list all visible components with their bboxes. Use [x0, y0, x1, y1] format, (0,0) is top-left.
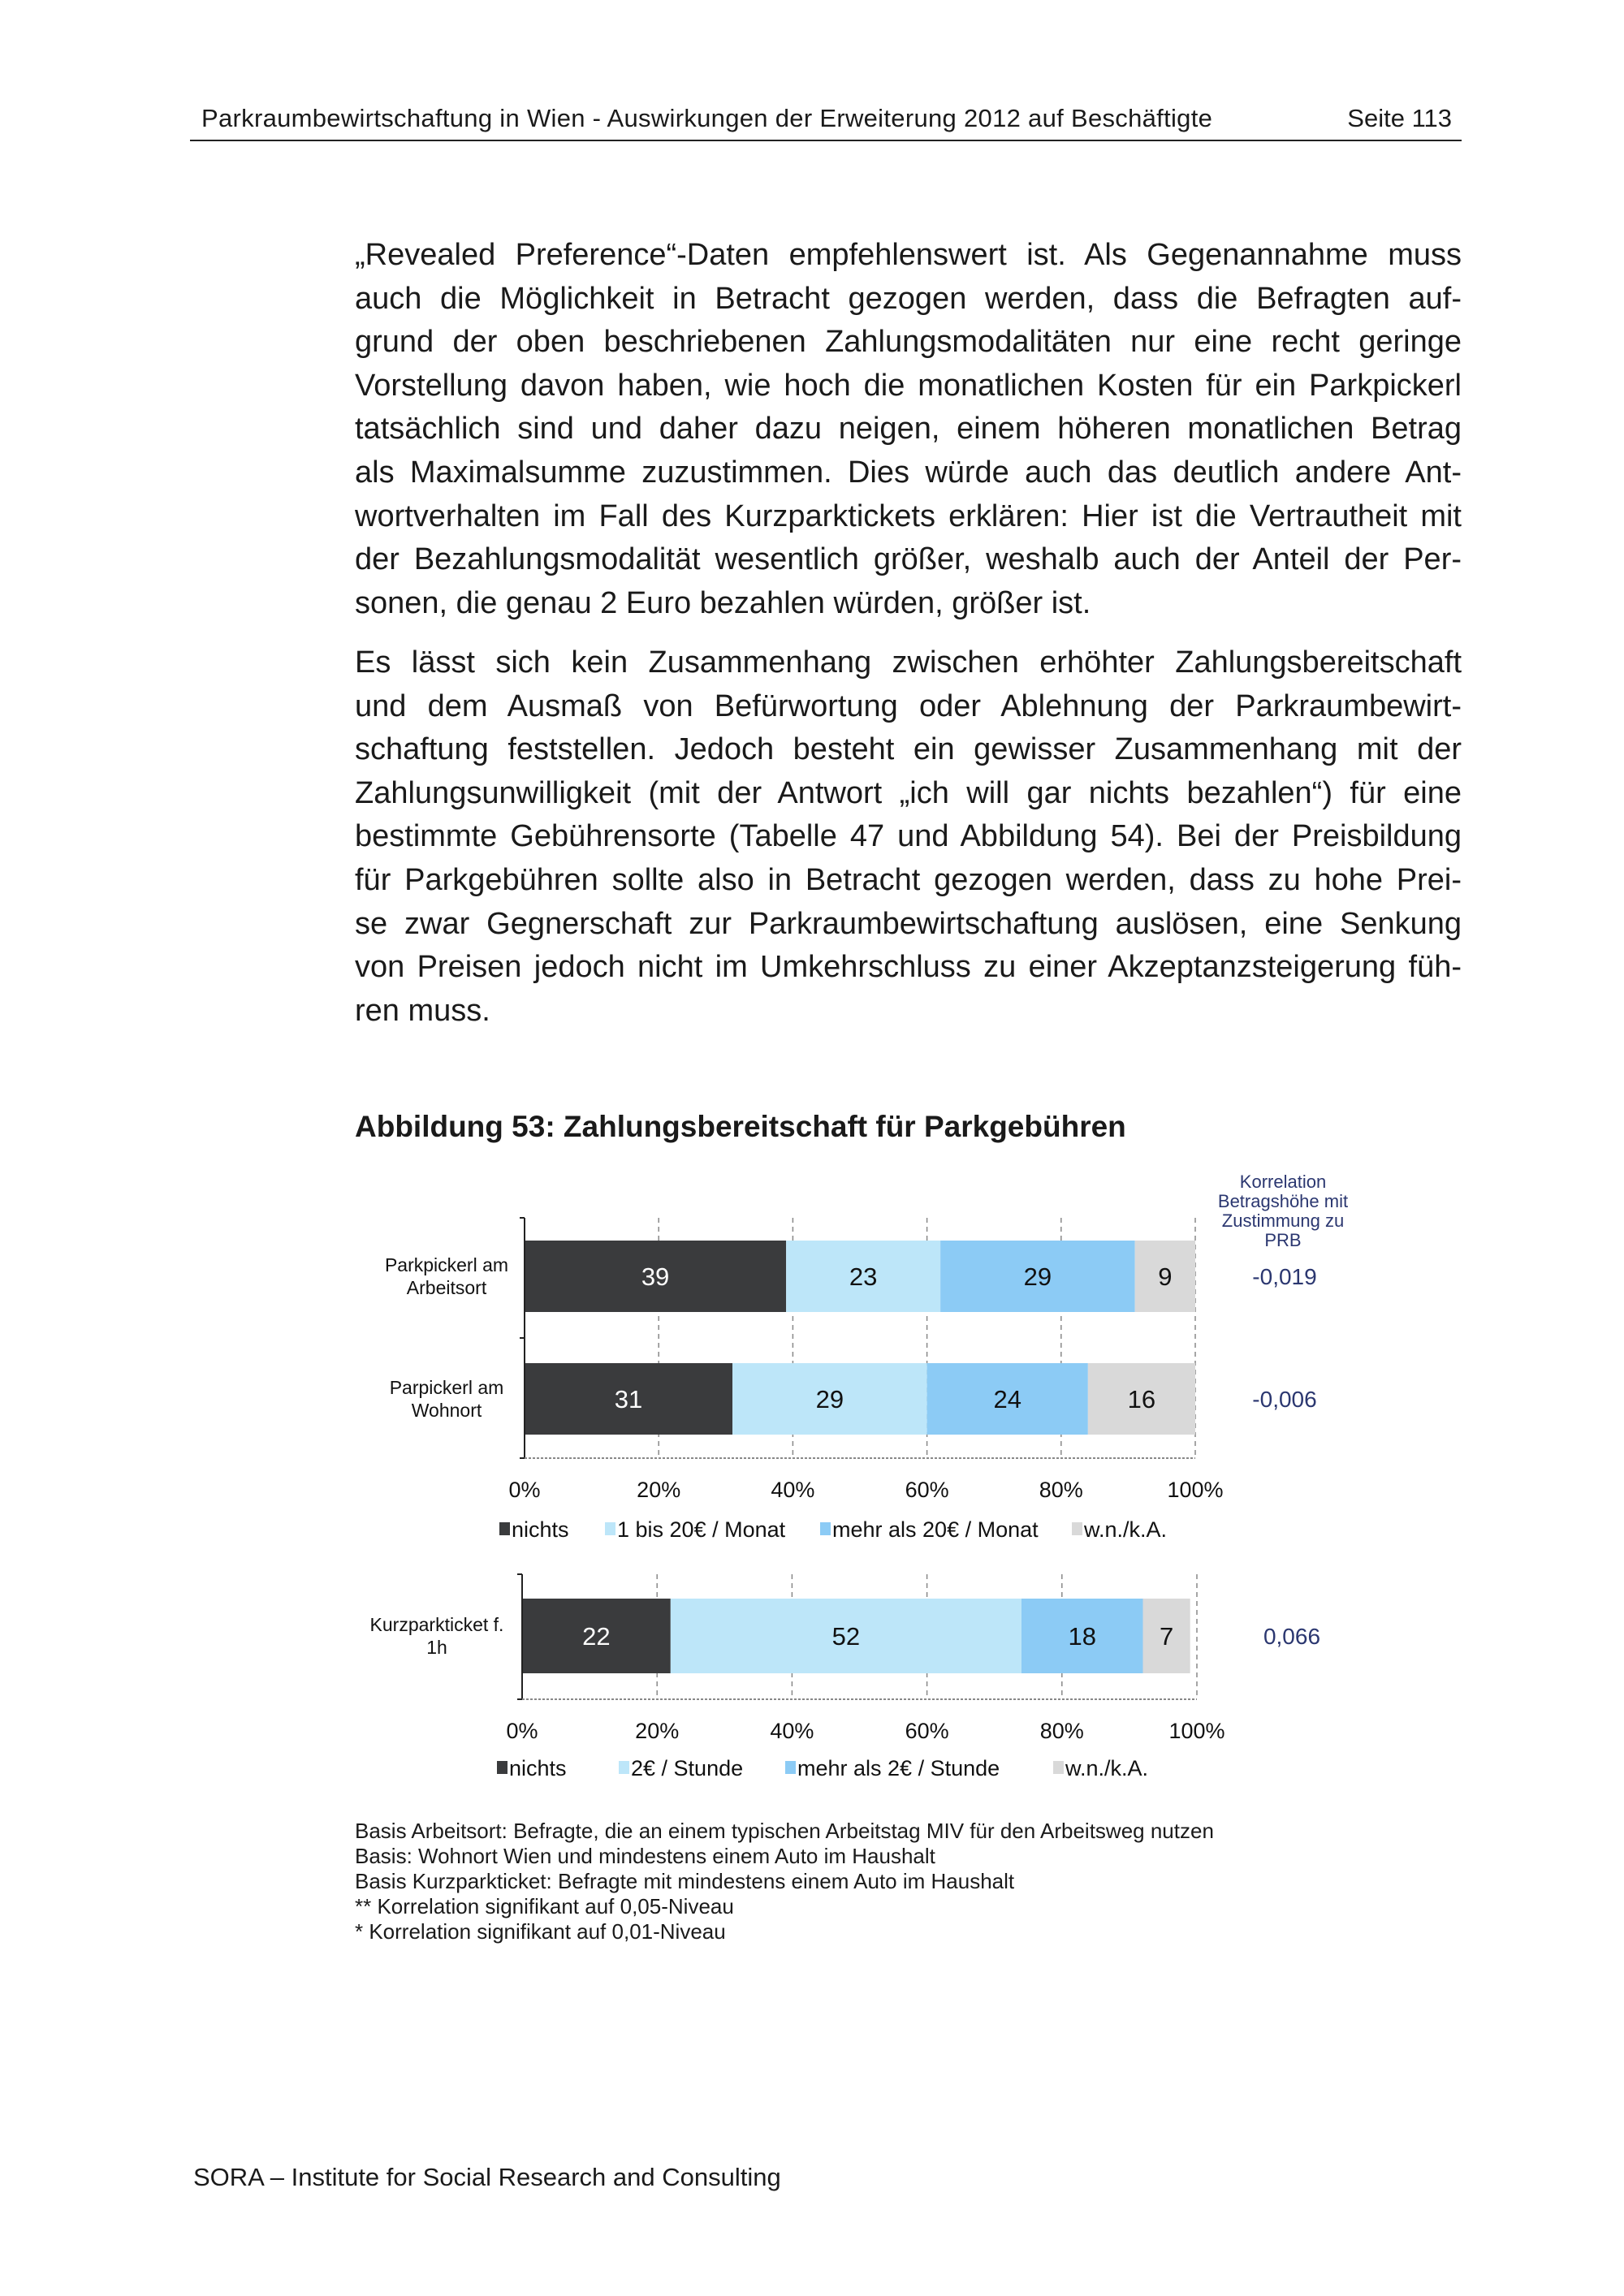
category-label: Parpickerl am: [390, 1377, 504, 1398]
text-line: für Parkgebühren sollte also in Betracht…: [355, 862, 1462, 897]
correlation-value: 0,066: [1263, 1624, 1320, 1649]
x-tick-label: 20%: [635, 1719, 679, 1743]
x-tick-label: 100%: [1167, 1478, 1223, 1502]
legend-label: mehr als 20€ / Monat: [832, 1517, 1039, 1542]
chart-monthly-payment: 0% 20% 40% 60% 80% 100% 39 23 29 9 Parkpickerl amA…: [385, 1217, 1317, 1542]
legend-label: nichts: [512, 1517, 569, 1542]
legend-swatch: [619, 1761, 629, 1774]
bar-segment: [786, 1241, 941, 1312]
legend-label: nichts: [509, 1756, 567, 1780]
data-label: 29: [816, 1385, 844, 1413]
category-label: Wohnort: [412, 1400, 482, 1421]
text-line: ren muss.: [355, 993, 490, 1028]
bar-segment: [670, 1599, 1021, 1673]
legend-label: w.n./k.A.: [1065, 1756, 1148, 1780]
x-tick-label: 80%: [1039, 1478, 1083, 1502]
note: * Korrelation signifikant auf 0,01-Nivea…: [355, 1919, 726, 1944]
bar-segment: [525, 1363, 733, 1435]
data-label: 9: [1158, 1262, 1172, 1291]
legend-label: mehr als 2€ / Stunde: [797, 1756, 1000, 1780]
text-line: se zwar Gegnerschaft zur Parkraumbewirts…: [355, 906, 1462, 941]
legend-label: w.n./k.A.: [1083, 1517, 1167, 1542]
data-label: 23: [849, 1262, 877, 1291]
data-label: 24: [993, 1385, 1021, 1413]
data-label: 16: [1128, 1385, 1155, 1413]
legend-label: 1 bis 20€ / Monat: [617, 1517, 786, 1542]
data-label: 52: [832, 1622, 860, 1651]
legend-swatch: [1072, 1522, 1082, 1535]
bar-segment: [926, 1363, 1088, 1435]
text-line: tatsächlich sind und daher dazu neigen, …: [355, 412, 1462, 447]
note: ** Korrelation signifikant auf 0,05-Nive…: [355, 1894, 734, 1918]
chart-short-parking: 0% 20% 40% 60% 80% 100% 22 52 18 7 Kurzparkticket …: [370, 1573, 1320, 1780]
x-tick-label: 0%: [506, 1719, 538, 1743]
x-tick-label: 60%: [905, 1719, 949, 1743]
x-tick-label: 40%: [771, 1478, 814, 1502]
text-line: Es lässt sich kein Zusammenhang zwischen…: [355, 645, 1462, 680]
running-header-title: Parkraumbewirtschaftung in Wien - Auswir…: [201, 104, 1213, 132]
category-label: 1h: [426, 1637, 447, 1658]
text-line: wortverhalten im Fall des Kurzparkticket…: [355, 498, 1462, 533]
text-line: von Preisen jedoch nicht im Umkehrschlus…: [355, 950, 1462, 985]
bar-segment: [940, 1241, 1135, 1312]
legend-label: 2€ / Stunde: [631, 1756, 743, 1780]
text-line: bestimmte Gebührensorte (Tabelle 47 und …: [355, 819, 1462, 854]
paragraph-2: Es lässt sich kein Zusammenhang zwischen…: [355, 641, 1462, 1033]
note: Basis Kurzparkticket: Befragte mit minde…: [355, 1869, 1015, 1893]
data-label: 7: [1160, 1622, 1173, 1651]
footer: SORA – Institute for Social Research and…: [193, 2163, 781, 2191]
text-line: und dem Ausmaß von Befürwortung oder Abl…: [355, 688, 1462, 723]
correlation-value: -0,006: [1252, 1387, 1316, 1412]
text-line: der Bezahlungsmodalität wesentlich größe…: [355, 542, 1462, 577]
note: Basis Arbeitsort: Befragte, die an einem…: [355, 1819, 1214, 1843]
note: Basis: Wohnort Wien und mindestens einem…: [355, 1844, 935, 1868]
page-number: Seite 113: [1347, 104, 1452, 132]
data-label: 18: [1068, 1622, 1095, 1651]
x-tick-label: 80%: [1040, 1719, 1084, 1743]
bar-segment: [522, 1599, 671, 1673]
data-label: 31: [615, 1385, 642, 1413]
paragraph-1: „Revealed Preference“-Daten empfehlenswe…: [355, 234, 1462, 625]
text-line: schaftung feststellen. Jedoch besteht ei…: [355, 732, 1462, 767]
x-tick-label: 0%: [508, 1478, 540, 1502]
legend-swatch: [785, 1761, 796, 1774]
text-line: auch die Möglichkeit in Betracht gezogen…: [355, 281, 1462, 316]
text-line: sonen, die genau 2 Euro bezahlen würden,…: [355, 585, 1091, 620]
legend-swatch: [499, 1522, 510, 1535]
category-label: Arbeitsort: [407, 1277, 487, 1298]
bar-segment: [1087, 1363, 1195, 1435]
legend-swatch: [605, 1522, 615, 1535]
text-line: Vorstellung davon haben, wie hoch die mo…: [355, 368, 1462, 403]
text-line: grund der oben beschriebenen Zahlungsmod…: [355, 325, 1462, 360]
x-tick-label: 20%: [637, 1478, 680, 1502]
correlation-value: -0,019: [1252, 1264, 1316, 1289]
figure-notes: Basis Arbeitsort: Befragte, die an einem…: [355, 1819, 1214, 1944]
bar-segment: [732, 1363, 927, 1435]
bar-segment: [525, 1241, 787, 1312]
header-divider: [190, 140, 1462, 141]
legend-swatch: [497, 1761, 508, 1774]
legend-swatch: [1053, 1761, 1064, 1774]
x-tick-label: 100%: [1168, 1719, 1224, 1743]
data-label: 29: [1024, 1262, 1052, 1291]
text-line: als Maximalsumme zuzustimmen. Dies würde…: [355, 455, 1462, 490]
correlation-header: Korrelation Betragshöhe mit Zustimmung z…: [1217, 1172, 1349, 1250]
text-line: Zahlungsunwilligkeit (mit der Antwort „i…: [355, 775, 1462, 810]
data-label: 22: [582, 1622, 610, 1651]
figure-title: Abbildung 53: Zahlungsbereitschaft für P…: [355, 1110, 1126, 1143]
x-tick-label: 40%: [770, 1719, 814, 1743]
data-label: 39: [641, 1262, 669, 1291]
category-label: Parkpickerl am: [385, 1254, 508, 1275]
x-tick-label: 60%: [905, 1478, 949, 1502]
bar-segment: [1142, 1599, 1190, 1673]
bar-segment: [1021, 1599, 1143, 1673]
category-label: Kurzparkticket f.: [370, 1614, 504, 1635]
bar-segment: [1134, 1241, 1195, 1312]
text-line: „Revealed Preference“-Daten empfehlenswe…: [355, 238, 1462, 272]
legend-swatch: [820, 1522, 831, 1535]
